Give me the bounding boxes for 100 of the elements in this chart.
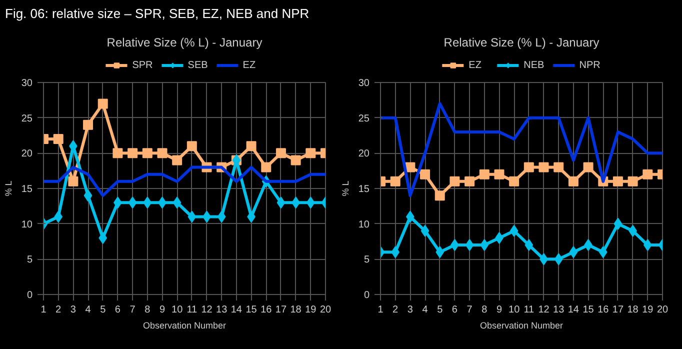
x-tick-label: 7 <box>466 304 473 316</box>
x-tick-label: 3 <box>407 304 414 316</box>
point <box>450 176 460 186</box>
point <box>98 98 108 109</box>
point <box>464 176 475 186</box>
x-tick-label: 12 <box>538 304 550 316</box>
point <box>172 196 182 209</box>
point <box>642 169 653 180</box>
legend-label: SEB <box>188 59 208 71</box>
point <box>524 162 534 172</box>
x-tick-label: 15 <box>582 304 594 316</box>
point <box>420 224 430 237</box>
point <box>391 246 400 258</box>
x-tick-label: 18 <box>290 304 302 316</box>
x-tick-label: 7 <box>130 304 136 316</box>
point <box>436 246 444 258</box>
point <box>643 239 652 252</box>
point <box>479 169 490 180</box>
x-tick-label: 12 <box>201 304 213 316</box>
point <box>306 148 316 158</box>
x-tick-label: 1 <box>40 304 47 316</box>
point <box>54 210 63 223</box>
point <box>68 176 78 186</box>
x-tick-label: 17 <box>612 304 624 316</box>
point <box>434 190 445 201</box>
x-tick-label: 11 <box>524 304 535 316</box>
point <box>112 148 123 158</box>
x-tick-label: 15 <box>246 304 258 316</box>
point <box>390 176 400 186</box>
x-tick-label: 17 <box>275 304 287 316</box>
y-tick-label: 20 <box>358 148 370 160</box>
x-axis-title: Observation Number <box>142 320 226 330</box>
x-tick-label: 14 <box>568 304 580 316</box>
x-tick-label: 5 <box>100 304 106 316</box>
y-axis-title: % L <box>340 180 350 196</box>
x-tick-label: 4 <box>85 304 92 316</box>
point <box>524 239 534 252</box>
x-tick-label: 13 <box>553 304 565 316</box>
point <box>554 162 564 172</box>
point <box>84 190 92 202</box>
y-tick-label: 20 <box>21 148 33 160</box>
chart-title: Relative Size (% L) - January <box>106 36 262 50</box>
y-tick-label: 30 <box>358 78 370 89</box>
point <box>628 176 638 186</box>
point <box>538 162 549 172</box>
point <box>290 155 301 166</box>
legend-label: SPR <box>132 59 153 71</box>
y-axis-title: % L <box>3 180 14 196</box>
point <box>583 162 594 172</box>
y-tick-label: 0 <box>26 290 33 301</box>
y-tick-label: 15 <box>21 184 33 195</box>
x-tick-label: 8 <box>482 304 488 316</box>
point <box>276 148 286 158</box>
y-tick-label: 5 <box>364 254 370 266</box>
y-tick-label: 25 <box>358 113 370 124</box>
point <box>246 141 256 152</box>
point <box>98 232 108 244</box>
y-tick-label: 10 <box>21 219 33 230</box>
legend-label: EZ <box>468 59 482 71</box>
x-tick-label: 13 <box>216 304 228 316</box>
point <box>614 218 622 230</box>
x-tick-label: 2 <box>56 304 62 316</box>
point <box>172 155 182 166</box>
point <box>83 120 94 130</box>
legend-label: EZ <box>242 59 257 71</box>
x-tick-label: 20 <box>320 304 332 316</box>
point <box>420 169 430 180</box>
y-tick-label: 0 <box>364 290 370 301</box>
point <box>509 176 520 186</box>
point <box>306 196 315 209</box>
point <box>276 196 286 209</box>
x-tick-label: 9 <box>159 304 166 316</box>
x-tick-label: 11 <box>186 304 198 316</box>
legend-label: NPR <box>579 59 600 71</box>
x-tick-label: 2 <box>392 304 399 316</box>
x-tick-label: 20 <box>656 304 668 316</box>
y-tick-label: 30 <box>21 78 33 89</box>
point <box>188 210 196 223</box>
caption: Fig. 06: relative size – SPR, SEB, EZ, NEB and NPR <box>5 5 310 23</box>
x-tick-label: 19 <box>642 304 654 316</box>
point <box>494 169 504 180</box>
legend-label: NEB <box>524 59 544 71</box>
x-tick-label: 8 <box>144 304 151 316</box>
x-tick-label: 1 <box>378 304 384 316</box>
point <box>128 148 138 158</box>
line-series <box>380 102 662 198</box>
point <box>510 224 518 237</box>
x-tick-label: 5 <box>437 304 444 316</box>
point <box>465 239 474 252</box>
x-tick-label: 18 <box>627 304 639 316</box>
point <box>128 196 137 209</box>
x-tick-label: 16 <box>598 304 610 316</box>
x-tick-label: 19 <box>305 304 317 316</box>
point <box>157 148 168 158</box>
y-tick-label: 25 <box>21 113 33 124</box>
chart-title: Relative Size (% L) - January <box>444 36 600 50</box>
y-tick-label: 10 <box>358 219 370 230</box>
x-axis-title: Observation Number <box>480 320 564 330</box>
point <box>612 176 623 186</box>
point <box>217 210 226 223</box>
